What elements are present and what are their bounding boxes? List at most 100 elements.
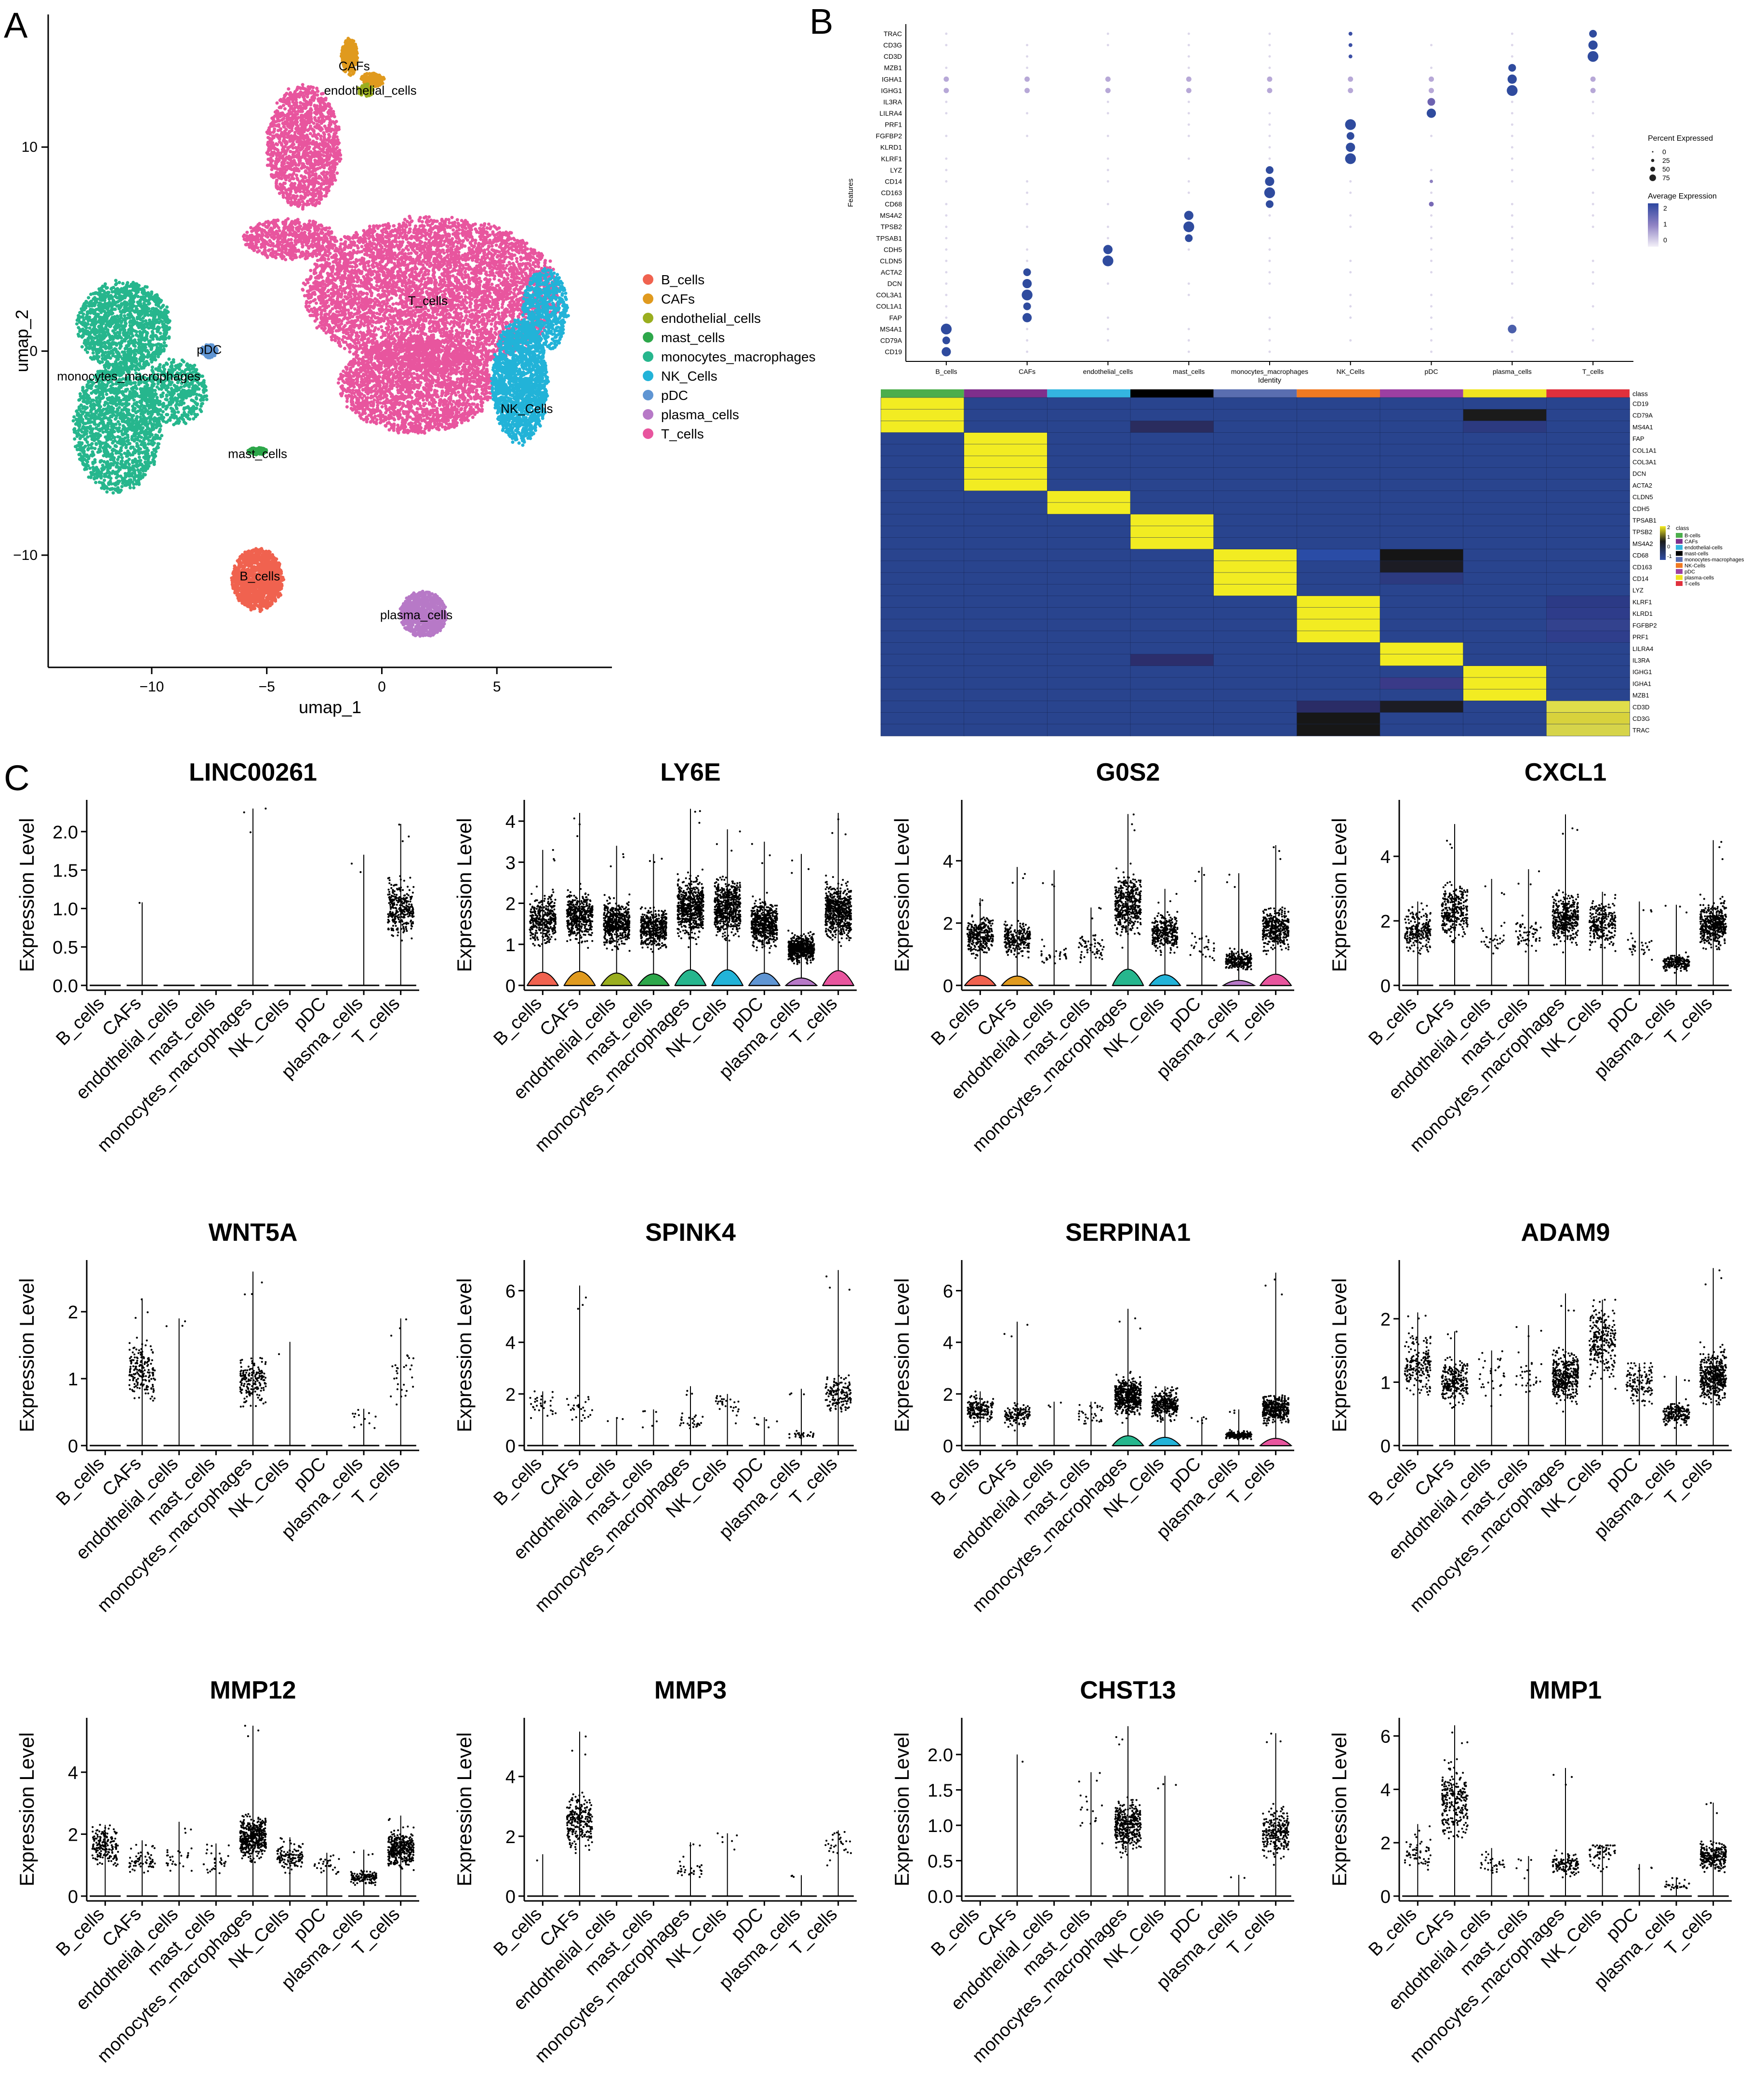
heatmap-cell [1546,596,1630,608]
dotplot-dot [1024,88,1030,93]
dotplot-dot [1426,108,1436,118]
heatmap-cell [1297,409,1380,422]
violin-panel-title: G0S2 [1096,758,1160,786]
umap-legend-label: pDC [661,388,688,403]
heatmap-cell [1546,397,1630,410]
heatmap-cell [1130,630,1214,643]
violin-body [637,973,670,986]
heatmap-row-label: CLDN5 [1632,493,1653,501]
heatmap-cell [1297,701,1380,713]
heatmap-cell [1546,432,1630,445]
violin-points [1515,1858,1532,1880]
violin-y-tick-label: 1.5 [53,861,78,881]
dotplot-dot [1265,176,1274,186]
heatmap-cell [964,665,1048,678]
dotplot-dot [1185,234,1193,242]
dotplot-dot [1511,339,1513,342]
dotplot-dot [1106,316,1109,319]
heatmap-cell [1130,491,1214,503]
dotplot-dot [1430,328,1433,331]
heatmap-cell [1130,619,1214,631]
violin-y-tick-label: 2 [943,914,953,934]
dotplot-size-legend-dot [1651,159,1655,162]
dotplot-dot [1268,259,1271,262]
dotplot-dot [1184,211,1194,220]
heatmap-cell [1379,584,1464,597]
dotplot-dot [1268,44,1271,47]
dotplot-dot [1592,259,1594,262]
dotplot-dot [1430,226,1433,228]
heatmap-cell [1130,502,1214,515]
dotplot-dot [1026,55,1029,58]
umap-cluster-NK_Cells [521,267,570,352]
dotplot-dot [1026,191,1029,194]
violin-body [1259,973,1292,986]
dotplot-dot [1268,123,1271,126]
violin-points [1699,1802,1727,1873]
dotplot-dot [1592,226,1594,228]
dotplot-size-legend-label: 25 [1662,157,1670,164]
heatmap-cell [1297,596,1380,608]
dotplot-dot [1511,134,1513,137]
heatmap-class-legend-label: T-cells [1684,581,1700,587]
heatmap-cell [1213,409,1298,422]
heatmap-cell [1379,514,1464,527]
heatmap-cell [1297,630,1380,643]
dotplot-dot [1511,32,1513,35]
violin-y-tick-label: 1 [1380,1373,1391,1393]
dotplot-dot [1266,166,1273,174]
dotplot-dot [1106,237,1109,239]
heatmap-cell [1463,491,1547,503]
umap-cluster-monocytes_macrophages [141,357,209,426]
heatmap-cell [1379,654,1464,666]
heatmap-cell [1213,549,1298,561]
dotplot-dot [1026,66,1029,69]
dotplot-feature-label: IGHA1 [882,75,902,83]
violin-panel-title: MMP12 [210,1676,296,1704]
dotplot-dot [945,134,948,137]
heatmap-cell [1546,712,1630,725]
heatmap-cell [1379,724,1464,736]
dotplot-dot [1106,134,1109,137]
violin-y-tick-label: 2 [505,1385,516,1405]
heatmap-cell [1213,654,1298,666]
dotplot-dot [1268,248,1271,251]
umap-cluster-NK_Cells [490,318,550,447]
dotplot-dot [1026,44,1029,47]
heatmap-cell [880,409,965,422]
violin-body [964,975,997,986]
dotplot-dot [1268,146,1271,149]
heatmap-cell [1130,572,1214,585]
violin-body [1111,1435,1145,1446]
violin-points [1699,1269,1727,1406]
heatmap-cell [1546,642,1630,655]
dotplot-dot [1187,350,1190,353]
dotplot-size-legend-label: 75 [1662,174,1670,182]
heatmap-row-label: IGHG1 [1632,668,1652,676]
heatmap-cell [880,467,965,480]
dotplot-dot [1026,350,1029,353]
violin-y-tick-label: 1 [505,935,516,956]
violin-points [750,843,779,954]
heatmap-cell [1297,514,1380,527]
dotplot-dot [1430,316,1433,319]
violin-points [1552,1305,1579,1413]
heatmap-cell [1463,537,1547,550]
dotplot-dot [1592,305,1594,308]
heatmap-cell [1213,397,1298,410]
heatmap-cell [1213,712,1298,725]
violin-points [1441,839,1469,943]
dotplot-dot [1023,302,1031,310]
violin-y-tick-label: 0.5 [928,1852,953,1872]
heatmap-cell [964,724,1048,736]
dotplot-category-label: monocytes_macrophages [1231,368,1308,375]
violin-y-label: Expression Level [1328,1278,1351,1433]
violin-points [639,858,668,953]
dotplot-dot [1187,282,1190,285]
violin-y-label: Expression Level [15,1732,38,1886]
heatmap-cell [1213,514,1298,527]
heatmap-cell [1047,467,1131,480]
dotplot-dot [945,237,948,239]
umap-cluster-label: CAFs [339,59,370,73]
dotplot-dot [1024,76,1030,82]
